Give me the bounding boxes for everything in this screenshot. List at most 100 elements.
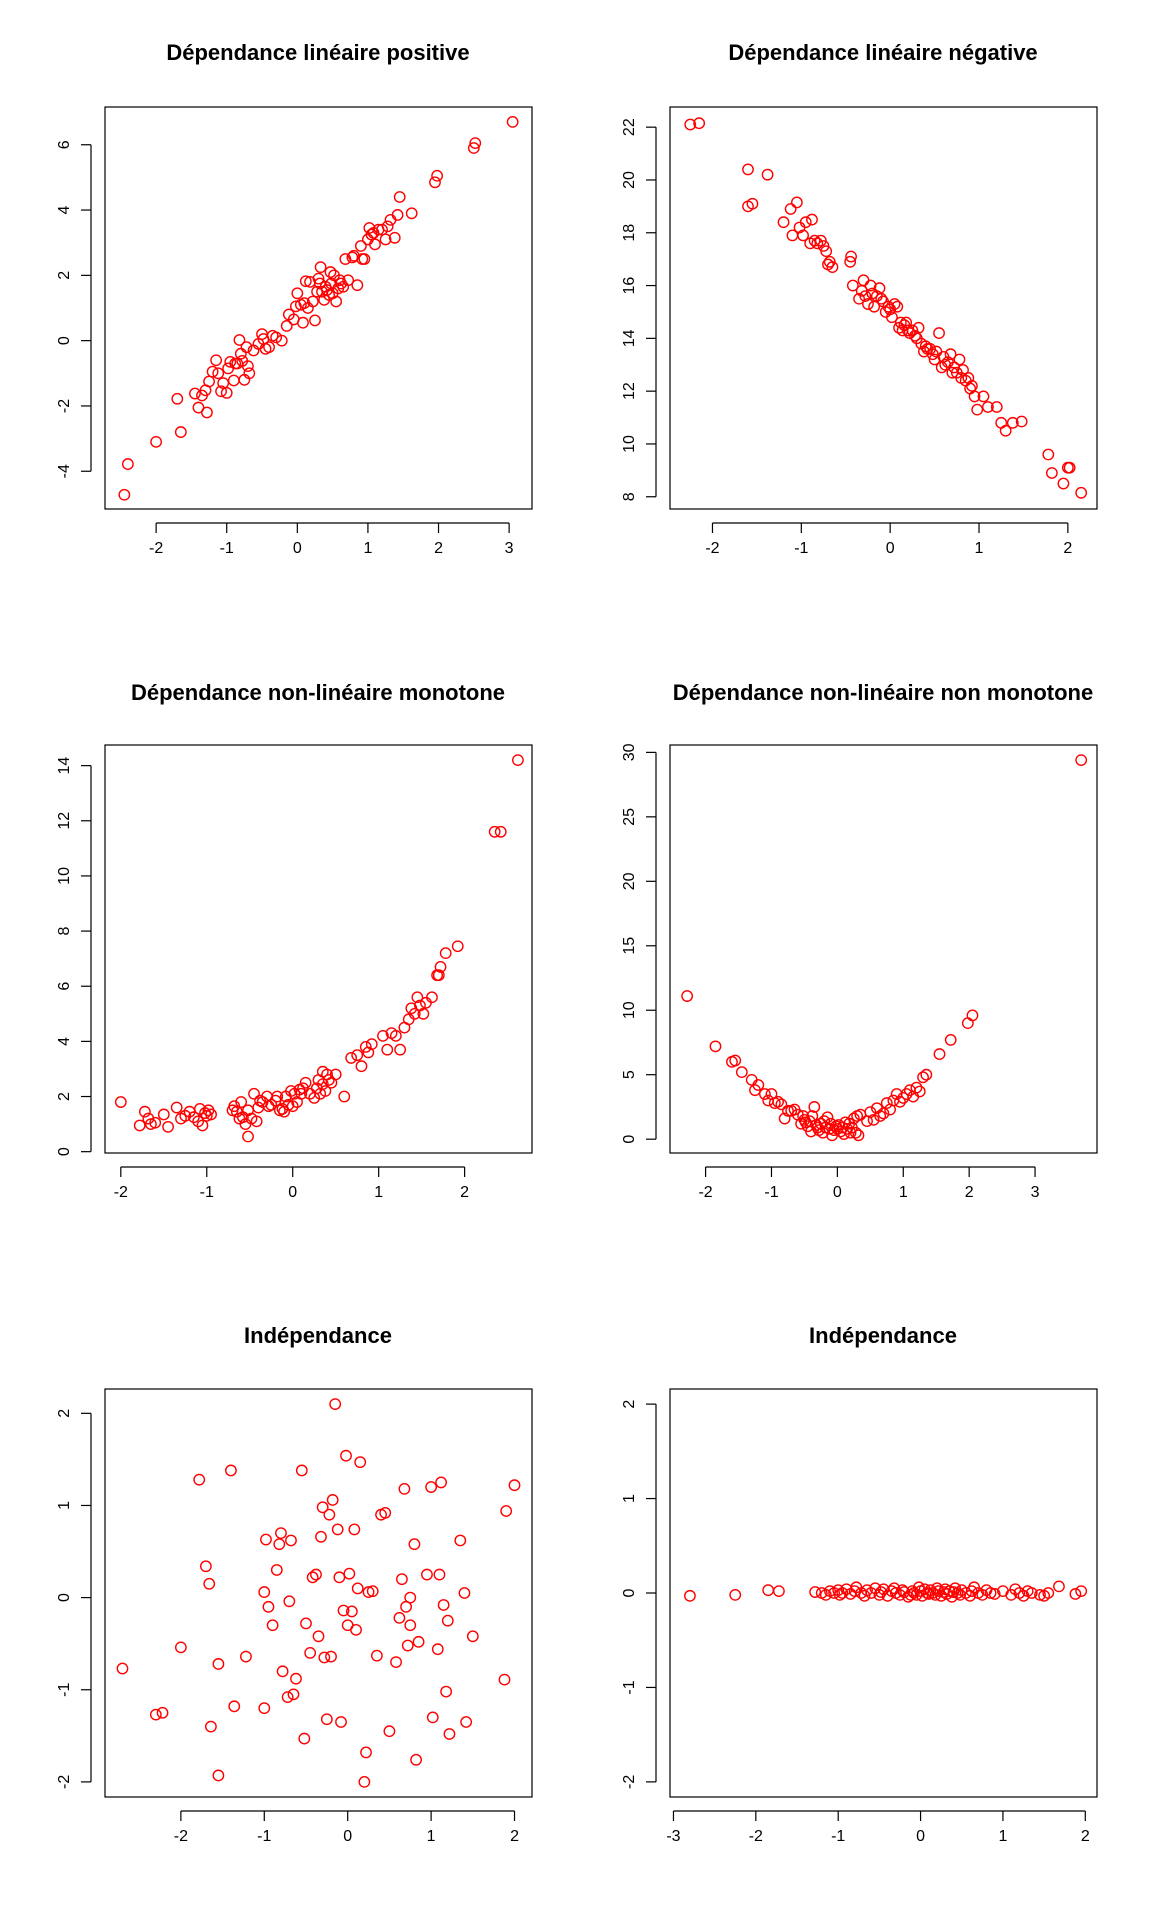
panel-nonlinear-non-monotone: Dépendance non-linéaire non monotone -2 -…: [621, 680, 1098, 1201]
x-tick-label: 3: [1031, 1184, 1040, 1201]
x-tick-label: -1: [794, 540, 808, 557]
chart-title: Dépendance linéaire négative: [728, 40, 1037, 65]
y-tick-label: 6: [56, 140, 73, 149]
data-point: [864, 1106, 877, 1119]
data-point: [867, 1113, 880, 1126]
data-point: [761, 168, 774, 181]
data-point: [1015, 415, 1028, 428]
data-point: [133, 1119, 146, 1132]
data-point: [417, 1007, 430, 1020]
y-tick-label: 22: [621, 118, 638, 136]
data-point: [359, 1040, 372, 1053]
data-point: [345, 1605, 358, 1618]
data-point: [799, 216, 812, 229]
data-point: [316, 1501, 329, 1514]
y-tick-label: 0: [56, 1147, 73, 1156]
data-point: [233, 334, 246, 346]
data-point: [808, 1101, 821, 1113]
data-point: [304, 1646, 317, 1659]
data-point: [240, 341, 253, 354]
data-point: [900, 316, 913, 329]
y-tick-label: 2: [56, 271, 73, 280]
data-point: [844, 255, 857, 268]
data-point: [1006, 416, 1019, 429]
data-point: [149, 1116, 162, 1129]
data-point: [235, 1096, 248, 1108]
data-point: [258, 1702, 271, 1715]
data-point: [162, 1120, 174, 1133]
data-point: [170, 1101, 183, 1114]
x-tick-label: 3: [505, 540, 514, 557]
data-point: [1009, 1583, 1022, 1596]
data-point: [420, 996, 432, 1009]
data-point: [944, 348, 957, 361]
data-point: [782, 1104, 794, 1117]
data-point: [412, 1635, 425, 1648]
data-point: [340, 1449, 352, 1462]
data-point: [290, 300, 302, 313]
y-tick-label: 25: [621, 808, 638, 826]
data-point: [425, 1481, 438, 1493]
x-tick-label: -2: [698, 1184, 712, 1201]
data-point: [369, 238, 381, 251]
data-point: [275, 1527, 287, 1540]
data-point: [1034, 1588, 1046, 1601]
data-point: [469, 137, 482, 150]
data-point: [966, 1009, 979, 1022]
data-point: [314, 277, 326, 290]
data-point: [381, 1043, 394, 1056]
x-tick-label: -2: [705, 540, 719, 557]
data-point: [971, 403, 984, 416]
data-point: [408, 1538, 421, 1551]
data-point: [360, 1746, 372, 1759]
data-point: [215, 385, 227, 398]
data-point: [358, 1775, 371, 1788]
data-point: [953, 353, 966, 366]
data-point: [331, 1523, 344, 1536]
x-tick-label: 2: [1081, 1828, 1090, 1845]
data-point: [138, 1105, 151, 1118]
data-point: [772, 1585, 785, 1598]
data-point: [310, 1568, 322, 1581]
data-point: [735, 1066, 748, 1079]
data-point: [379, 233, 392, 246]
x-tick-label: 0: [886, 540, 895, 557]
x-tick-label: 1: [975, 540, 984, 557]
data-point: [966, 379, 978, 392]
data-point: [868, 300, 881, 313]
data-point: [354, 240, 367, 252]
data-point: [275, 334, 288, 347]
x-tick-label: -1: [257, 1828, 271, 1845]
y-tick-label: 0: [56, 336, 73, 345]
data-point: [212, 367, 225, 380]
data-point: [243, 367, 256, 380]
data-point: [309, 314, 321, 327]
data-point: [239, 1118, 252, 1131]
data-point: [179, 1109, 192, 1122]
data-point: [862, 298, 874, 310]
data-point: [451, 940, 464, 953]
y-tick-label: -1: [56, 1683, 73, 1697]
data-point: [432, 969, 445, 982]
data-point: [315, 1530, 327, 1543]
data-point: [205, 1108, 217, 1121]
y-tick-label: 16: [621, 277, 638, 295]
y-tick-label: -2: [56, 399, 73, 413]
data-point: [227, 374, 240, 387]
data-point: [201, 406, 213, 419]
data-point: [984, 1587, 997, 1599]
plot-frame: [669, 106, 1098, 510]
data-point: [745, 1073, 758, 1086]
data-point: [402, 1013, 415, 1026]
data-point: [329, 1398, 342, 1411]
panel-negative-linear: Dépendance linéaire négative -2 -1 0 1 28101…: [621, 40, 1098, 557]
data-point: [894, 316, 907, 329]
data-point: [295, 1464, 308, 1477]
data-point: [408, 1007, 421, 1020]
data-point: [888, 1582, 901, 1595]
data-point: [270, 331, 283, 344]
data-point: [265, 1098, 278, 1111]
data-point: [351, 279, 364, 292]
data-point: [684, 1589, 696, 1602]
data-point: [286, 1100, 299, 1113]
